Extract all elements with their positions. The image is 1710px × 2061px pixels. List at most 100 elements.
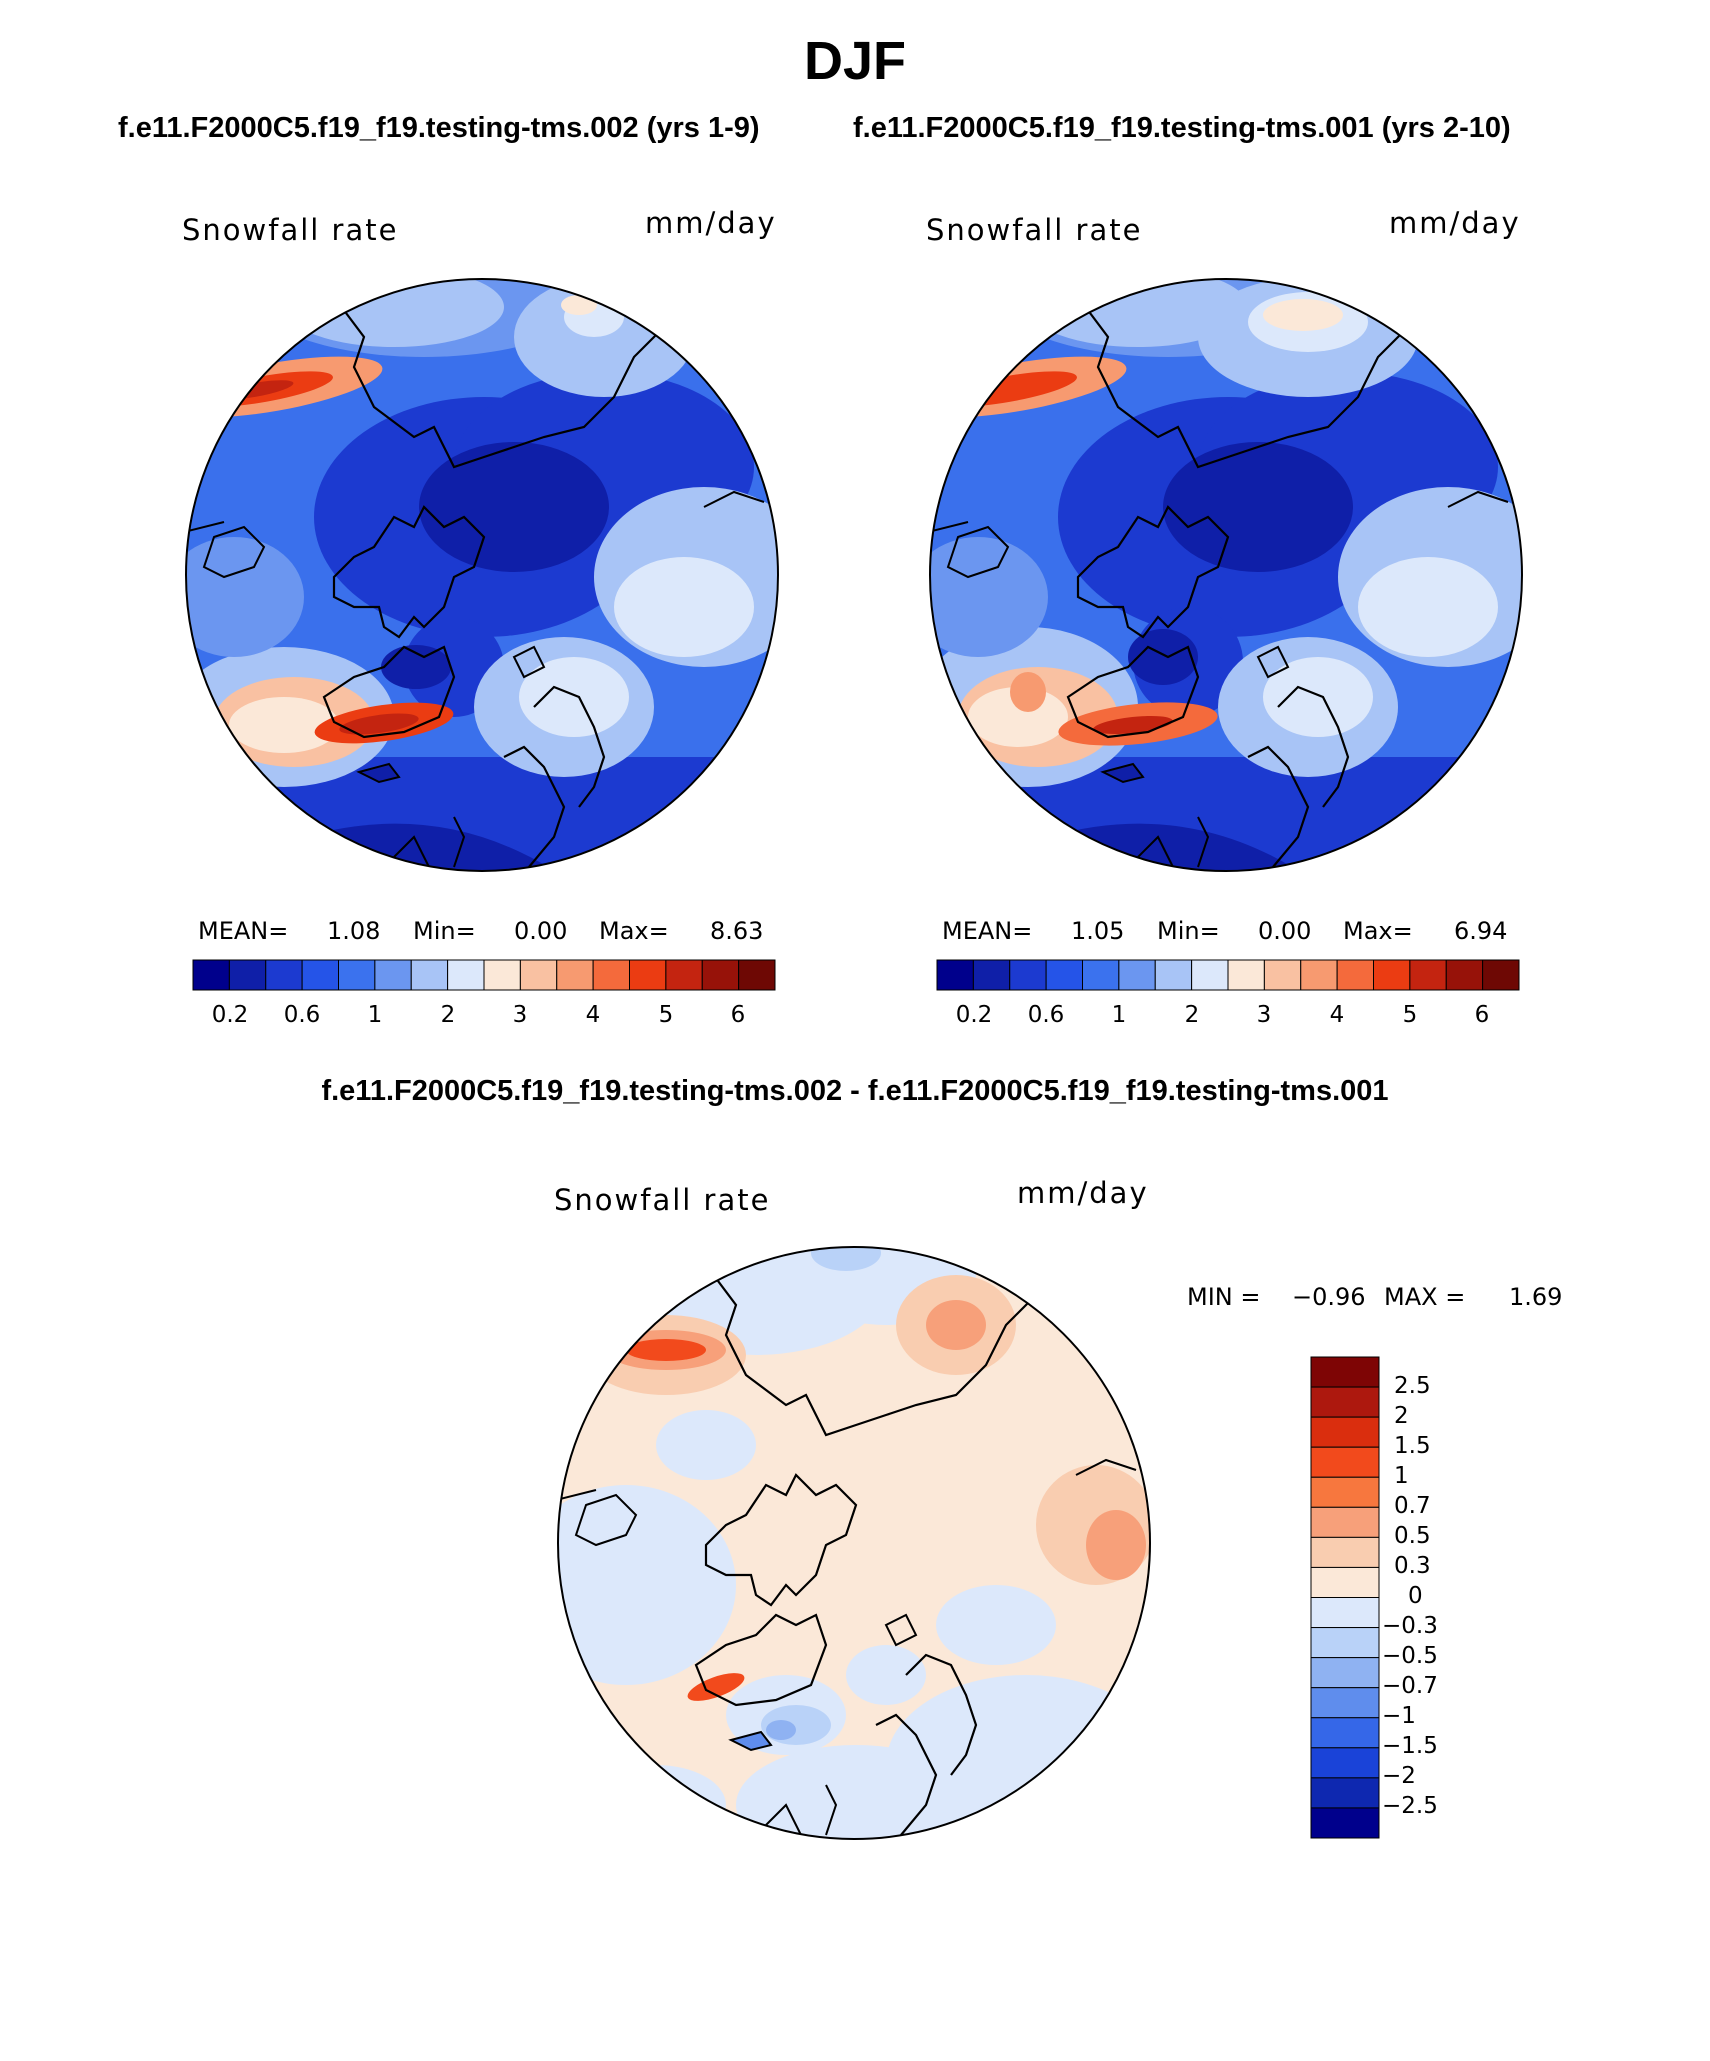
colorbar-swatch: [556, 959, 594, 991]
colorbar-swatch: [1310, 1627, 1380, 1659]
right-mean-value: 1.05: [1071, 917, 1125, 945]
right-min-label: Min=: [1157, 917, 1220, 945]
colorbar-swatch: [338, 959, 376, 991]
right-min-value: 0.00: [1258, 917, 1312, 945]
left-colorbar-tick: 1: [367, 1002, 383, 1028]
colorbar-swatch: [1482, 959, 1520, 991]
diff-colorbar-tick: −0.7: [1382, 1673, 1438, 1699]
colorbar-swatch: [1191, 959, 1229, 991]
diff-colorbar-tick: −0.5: [1382, 1643, 1438, 1669]
colorbar-swatch: [1310, 1356, 1380, 1388]
colorbar-swatch: [1310, 1476, 1380, 1508]
colorbar-swatch: [1310, 1566, 1380, 1598]
colorbar-swatch: [519, 959, 558, 991]
right-colorbar-tick: 0.2: [955, 1002, 993, 1028]
colorbar-swatch: [1154, 959, 1193, 991]
left-colorbar-tick: 4: [585, 1002, 601, 1028]
right-max-value: 6.94: [1454, 917, 1508, 945]
left-polar-map: [185, 278, 779, 872]
diff-colorbar-tick: 2.5: [1394, 1373, 1431, 1399]
colorbar-swatch: [228, 959, 267, 991]
difference-polar-map: [557, 1246, 1151, 1840]
right-colorbar-tick: 4: [1329, 1002, 1345, 1028]
colorbar-swatch: [1336, 959, 1374, 991]
colorbar-swatch: [1310, 1416, 1380, 1448]
left-colorbar: [192, 959, 776, 991]
right-colorbar-tick: 1: [1111, 1002, 1127, 1028]
colorbar-swatch: [447, 959, 485, 991]
colorbar-swatch: [1310, 1386, 1380, 1418]
colorbar-swatch: [936, 959, 974, 991]
diff-colorbar-tick: −2: [1382, 1763, 1416, 1789]
left-variable-label: Snowfall rate: [182, 213, 399, 247]
right-polar-map: [929, 278, 1523, 872]
colorbar-swatch: [192, 959, 230, 991]
colorbar-swatch: [1009, 959, 1047, 991]
left-min-value: 0.00: [514, 917, 568, 945]
diff-colorbar-tick: 0.7: [1394, 1493, 1431, 1519]
left-run-title: f.e11.F2000C5.f19_f19.testing-tms.002 (y…: [118, 112, 760, 144]
left-colorbar-tick: 6: [730, 1002, 746, 1028]
right-units-label: mm/day: [1389, 206, 1521, 240]
colorbar-swatch: [1227, 959, 1265, 991]
left-colorbar-tick: 0.6: [283, 1002, 321, 1028]
right-colorbar-tick: 6: [1474, 1002, 1490, 1028]
diff-colorbar-tick: 2: [1394, 1403, 1409, 1429]
left-colorbar-tick: 3: [512, 1002, 528, 1028]
diff-colorbar-tick: 0.5: [1394, 1523, 1431, 1549]
colorbar-swatch: [1310, 1717, 1380, 1749]
right-colorbar: [936, 959, 1520, 991]
right-variable-label: Snowfall rate: [926, 213, 1143, 247]
figure-title: DJF: [803, 31, 906, 91]
colorbar-swatch: [1310, 1597, 1380, 1629]
colorbar-swatch: [1373, 959, 1411, 991]
right-max-label: Max=: [1343, 917, 1413, 945]
left-min-label: Min=: [413, 917, 476, 945]
diff-colorbar-tick: −0.3: [1382, 1613, 1438, 1639]
colorbar-swatch: [1310, 1747, 1380, 1779]
right-run-title: f.e11.F2000C5.f19_f19.testing-tms.001 (y…: [853, 112, 1511, 144]
left-mean-label: MEAN=: [198, 917, 289, 945]
left-mean-value: 1.08: [327, 917, 381, 945]
diff-max-value: 1.69: [1509, 1283, 1563, 1311]
diff-min-label: MIN =: [1187, 1283, 1261, 1311]
diff-colorbar-tick: 1: [1394, 1463, 1409, 1489]
colorbar-swatch: [1409, 959, 1447, 991]
colorbar-swatch: [629, 959, 667, 991]
colorbar-swatch: [410, 959, 449, 991]
left-units-label: mm/day: [645, 206, 777, 240]
colorbar-swatch: [665, 959, 703, 991]
diff-colorbar-tick: −1: [1382, 1703, 1416, 1729]
colorbar-swatch: [592, 959, 630, 991]
colorbar-swatch: [483, 959, 521, 991]
colorbar-swatch: [972, 959, 1011, 991]
left-colorbar-tick: 5: [658, 1002, 674, 1028]
colorbar-swatch: [1082, 959, 1120, 991]
right-colorbar-tick: 5: [1402, 1002, 1418, 1028]
diff-colorbar-tick: 1.5: [1394, 1433, 1431, 1459]
colorbar-swatch: [1310, 1807, 1380, 1839]
diff-units-label: mm/day: [1017, 1176, 1149, 1210]
left-colorbar-tick: 2: [440, 1002, 456, 1028]
diff-colorbar-tick: 0.3: [1394, 1553, 1431, 1579]
diff-colorbar-tick: −2.5: [1382, 1793, 1438, 1819]
left-colorbar-tick: 0.2: [211, 1002, 249, 1028]
right-colorbar-tick: 2: [1184, 1002, 1200, 1028]
right-mean-label: MEAN=: [942, 917, 1033, 945]
colorbar-swatch: [265, 959, 303, 991]
colorbar-swatch: [738, 959, 776, 991]
right-colorbar-tick: 0.6: [1027, 1002, 1065, 1028]
colorbar-swatch: [1310, 1657, 1380, 1689]
colorbar-swatch: [1310, 1506, 1380, 1538]
colorbar-swatch: [701, 959, 740, 991]
colorbar-swatch: [1310, 1446, 1380, 1478]
colorbar-swatch: [1310, 1777, 1380, 1809]
colorbar-swatch: [1263, 959, 1302, 991]
colorbar-swatch: [374, 959, 412, 991]
colorbar-swatch: [1310, 1536, 1380, 1568]
difference-colorbar: [1310, 1356, 1380, 1839]
colorbar-swatch: [301, 959, 339, 991]
diff-colorbar-tick: 0: [1408, 1583, 1423, 1609]
colorbar-swatch: [1310, 1687, 1380, 1719]
diff-min-value: −0.96: [1292, 1283, 1366, 1311]
